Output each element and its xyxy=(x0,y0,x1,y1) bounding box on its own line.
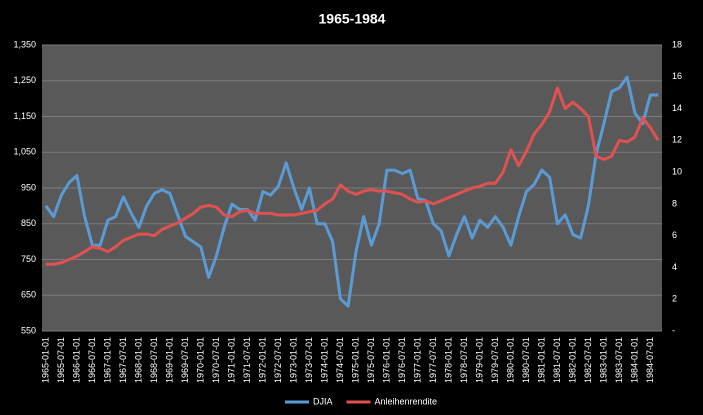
x-tick-label: 1982-07-01 xyxy=(583,337,593,383)
x-tick-label: 1977-07-01 xyxy=(428,337,438,383)
x-tick-label: 1984-01-01 xyxy=(629,337,639,383)
x-tick-label: 1978-01-01 xyxy=(443,337,453,383)
y-tick-label: 1,050 xyxy=(13,147,36,157)
x-tick-label: 1969-01-01 xyxy=(164,337,174,383)
y-tick-label: 550 xyxy=(21,325,36,335)
x-tick-label: 1970-07-01 xyxy=(211,337,221,383)
y2-tick-label: 14 xyxy=(672,103,682,113)
x-tick-label: 1967-07-01 xyxy=(118,337,128,383)
x-tick-label: 1976-01-01 xyxy=(381,337,391,383)
x-tick-label: 1967-01-01 xyxy=(102,337,112,383)
x-tick-label: 1971-07-01 xyxy=(242,337,252,383)
x-tick-label: 1973-07-01 xyxy=(304,337,314,383)
y-tick-label: 950 xyxy=(21,182,36,192)
x-tick-label: 1981-07-01 xyxy=(552,337,562,383)
y-tick-label: 1,250 xyxy=(13,75,36,85)
x-tick-label: 1979-07-01 xyxy=(490,337,500,383)
x-tick-label: 1971-01-01 xyxy=(226,337,236,383)
y-tick-label: 750 xyxy=(21,254,36,264)
x-tick-label: 1969-07-01 xyxy=(180,337,190,383)
y2-tick-label: 4 xyxy=(672,262,677,272)
y2-tick-label: 2 xyxy=(672,294,677,304)
y-tick-label: 1,350 xyxy=(13,39,36,49)
x-tick-label: 1983-01-01 xyxy=(598,337,608,383)
x-tick-label: 1982-01-01 xyxy=(567,337,577,383)
x-tick-label: 1966-01-01 xyxy=(71,337,81,383)
y2-tick-label: 16 xyxy=(672,71,682,81)
x-tick-label: 1974-01-01 xyxy=(319,337,329,383)
x-tick-label: 1968-01-01 xyxy=(133,337,143,383)
y2-tick-label: 10 xyxy=(672,166,682,176)
y-tick-label: 650 xyxy=(21,290,36,300)
x-tick-label: 1978-07-01 xyxy=(459,337,469,383)
x-tick-label: 1980-01-01 xyxy=(505,337,515,383)
x-tick-label: 1976-07-01 xyxy=(397,337,407,383)
chart-title: 1965-1984 xyxy=(319,11,386,27)
x-tick-label: 1984-07-01 xyxy=(645,337,655,383)
x-tick-label: 1970-01-01 xyxy=(195,337,205,383)
x-tick-label: 1972-01-01 xyxy=(257,337,267,383)
y2-tick-label: 6 xyxy=(672,230,677,240)
y2-tick-label: 8 xyxy=(672,198,677,208)
line-series xyxy=(45,86,660,266)
x-tick-label: 1966-07-01 xyxy=(87,337,97,383)
x-tick-label: 1965-01-01 xyxy=(40,337,50,383)
x-tick-label: 1972-07-01 xyxy=(273,337,283,383)
x-tick-label: 1968-07-01 xyxy=(149,337,159,383)
x-tick-label: 1973-01-01 xyxy=(288,337,298,383)
x-tick-label: 1975-07-01 xyxy=(366,337,376,383)
legend-label: Anleihenrendite xyxy=(375,396,438,406)
y2-tick-label: 12 xyxy=(672,135,682,145)
x-tick-label: 1980-07-01 xyxy=(521,337,531,383)
y-tick-label: 850 xyxy=(21,218,36,228)
y2-tick-label: - xyxy=(672,325,675,335)
x-tick-label: 1974-07-01 xyxy=(335,337,345,383)
y-tick-label: 1,150 xyxy=(13,111,36,121)
x-tick-label: 1965-07-01 xyxy=(56,337,66,383)
x-tick-label: 1981-01-01 xyxy=(536,337,546,383)
legend-label: DJIA xyxy=(313,396,333,406)
x-tick-label: 1979-01-01 xyxy=(474,337,484,383)
y2-tick-label: 18 xyxy=(672,39,682,49)
x-tick-label: 1983-07-01 xyxy=(614,337,624,383)
x-tick-label: 1977-01-01 xyxy=(412,337,422,383)
x-tick-label: 1975-01-01 xyxy=(350,337,360,383)
line-series xyxy=(44,75,659,308)
